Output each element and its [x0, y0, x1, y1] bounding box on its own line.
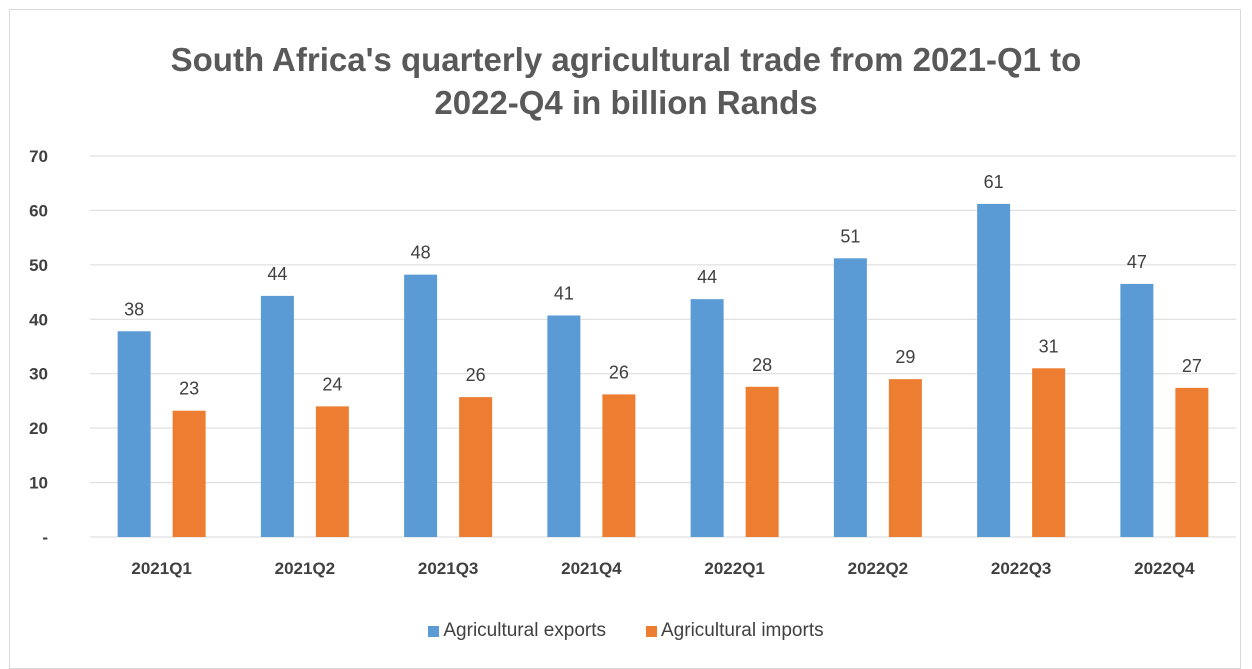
data-label-imports-2022Q1: 28: [752, 355, 772, 375]
x-tick-label-2022Q1: 2022Q1: [704, 559, 765, 578]
chart-title: South Africa's quarterly agricultural tr…: [0, 38, 1252, 124]
y-tick-label-40: 40: [29, 310, 48, 329]
data-label-exports-2022Q3: 61: [984, 172, 1004, 192]
legend-swatch-imports: [646, 625, 657, 637]
plot-area: - 10 20 30 40 50 60 70 38 23 2021Q1 44 24 2021Q2 48 26 2…: [29, 147, 1236, 578]
data-label-imports-2022Q2: 29: [895, 347, 915, 367]
legend-label-exports: Agricultural exports: [443, 620, 606, 641]
bar-exports-2022Q2: [833, 258, 867, 537]
y-tick-label-30: 30: [29, 365, 48, 384]
bar-imports-2021Q2: [315, 406, 349, 537]
y-tick-label-20: 20: [29, 419, 48, 438]
x-tick-label-2021Q4: 2021Q4: [561, 559, 622, 578]
x-tick-label-2021Q3: 2021Q3: [418, 559, 479, 578]
bar-imports-2022Q3: [1032, 368, 1066, 537]
legend-swatch-exports: [428, 625, 440, 637]
legend-item-imports: Agricultural imports: [646, 620, 824, 642]
x-tick-label-2022Q2: 2022Q2: [848, 559, 909, 578]
chart-area: [9, 9, 1241, 669]
chart-title-line-1: South Africa's quarterly agricultural tr…: [170, 41, 1082, 78]
data-label-imports-2022Q3: 31: [1039, 336, 1059, 356]
bar-exports-2021Q1: [117, 331, 151, 537]
legend-item-exports: Agricultural exports: [428, 620, 606, 642]
data-label-exports-2022Q1: 44: [697, 267, 717, 287]
legend-label-imports: Agricultural imports: [661, 620, 824, 641]
x-tick-label-2022Q4: 2022Q4: [1134, 559, 1195, 578]
bar-exports-2022Q4: [1120, 283, 1154, 537]
bar-imports-2021Q1: [172, 410, 206, 537]
data-label-imports-2021Q2: 24: [322, 374, 342, 394]
bar-imports-2022Q1: [745, 386, 779, 537]
data-label-exports-2021Q3: 48: [411, 243, 431, 263]
bar-imports-2022Q2: [888, 379, 922, 537]
bar-exports-2021Q2: [260, 295, 294, 537]
bar-exports-2022Q1: [690, 299, 724, 537]
y-tick-label-50: 50: [29, 256, 48, 275]
y-tick-label-70: 70: [29, 147, 48, 166]
y-tick-label-0: -: [42, 528, 48, 547]
bar-imports-2021Q4: [602, 394, 636, 537]
data-label-exports-2021Q2: 44: [267, 264, 287, 284]
bar-exports-2022Q3: [977, 203, 1011, 537]
data-label-exports-2022Q4: 47: [1127, 252, 1147, 272]
bar-imports-2021Q3: [459, 397, 493, 537]
data-label-exports-2021Q1: 38: [124, 299, 144, 319]
data-label-imports-2021Q1: 23: [179, 379, 199, 399]
bar-exports-2021Q3: [404, 274, 438, 537]
data-label-exports-2021Q4: 41: [554, 283, 574, 303]
y-tick-label-60: 60: [29, 201, 48, 220]
bar-exports-2021Q4: [547, 315, 581, 537]
chart-title-line-2: 2022-Q4 in billion Rands: [434, 84, 818, 121]
y-tick-label-10: 10: [29, 474, 48, 493]
legend: Agricultural exports Agricultural import…: [0, 620, 1252, 642]
bar-imports-2022Q4: [1175, 387, 1209, 537]
x-tick-label-2022Q3: 2022Q3: [991, 559, 1052, 578]
data-label-exports-2022Q2: 51: [840, 226, 860, 246]
data-label-imports-2021Q3: 26: [466, 365, 486, 385]
data-label-imports-2022Q4: 27: [1182, 356, 1202, 376]
data-label-imports-2021Q4: 26: [609, 362, 629, 382]
x-tick-label-2021Q1: 2021Q1: [131, 559, 192, 578]
x-tick-label-2021Q2: 2021Q2: [275, 559, 336, 578]
